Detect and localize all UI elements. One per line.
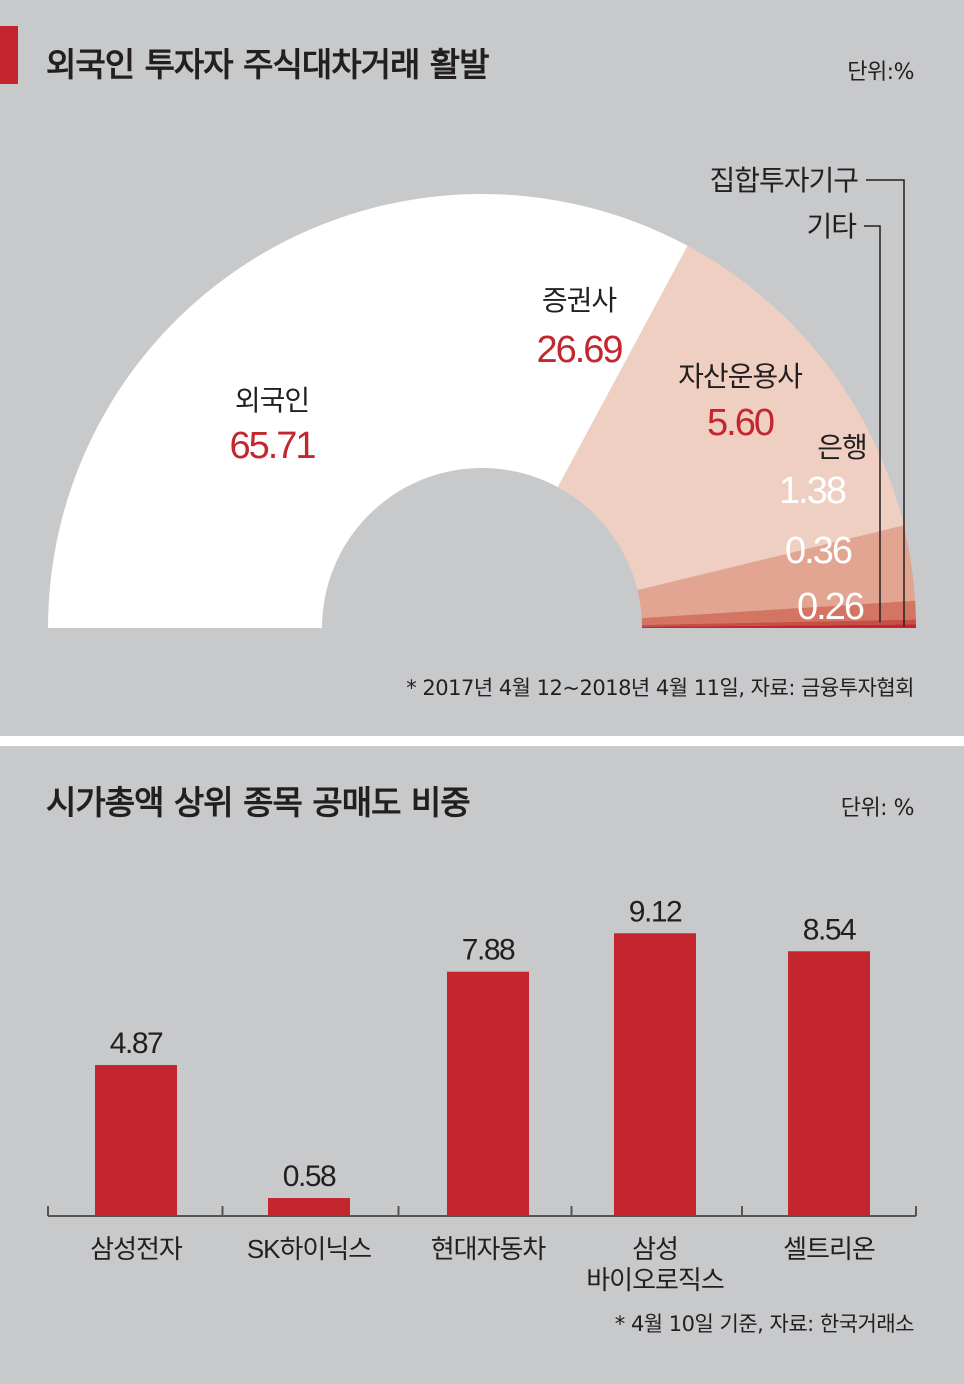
slice-name-label: 외국인: [235, 385, 309, 416]
source-note: * 2017년 4월 12~2018년 4월 11일, 자료: 금융투자협회: [406, 676, 914, 700]
category-label: 바이오로직스: [586, 1265, 724, 1295]
slice-1: [557, 245, 904, 591]
slice-name-label: 자산운용사: [678, 361, 802, 392]
slice-5: [641, 624, 916, 628]
bar: [447, 971, 529, 1216]
category-label: 삼성전자: [90, 1234, 183, 1264]
category-label: 삼성: [632, 1234, 678, 1264]
slice-value-label: 5.60: [707, 402, 774, 444]
slice-name-label: 증권사: [542, 285, 617, 316]
unit-label: 단위:%: [847, 60, 914, 85]
slice-value-label: 0.36: [785, 530, 852, 572]
slice-name-label: 은행: [817, 432, 867, 463]
slice-value-label: 1.38: [779, 470, 846, 512]
share-lending-panel: 외국인 투자자 주식대차거래 활발 단위:% 외국인 65.71 증권사 26.69 자…: [0, 26, 916, 700]
bar-value-label: 7.88: [462, 934, 515, 967]
category-label: SK하이닉스: [247, 1234, 371, 1264]
title-accent-bar: [0, 26, 18, 84]
slice-2: [637, 525, 916, 618]
slice-0: [48, 193, 688, 628]
bar-value-label: 9.12: [629, 895, 682, 928]
bar: [614, 933, 696, 1216]
bar: [268, 1198, 350, 1216]
slice-value-label: 65.71: [229, 425, 315, 467]
bar-value-label: 0.58: [283, 1160, 336, 1193]
slice-name-label: 집합투자기구: [709, 165, 858, 196]
chart-title: 시가총액 상위 종목 공매도 비중: [46, 783, 471, 822]
category-label: 현대자동차: [431, 1234, 547, 1264]
half-donut-chart: 외국인 65.71 증권사 26.69 자산운용사 5.60 은행 1.38 0.36 0.26 기…: [48, 165, 916, 628]
section-divider: [0, 736, 964, 746]
leader-line: [866, 179, 905, 627]
source-note: * 4월 10일 기준, 자료: 한국거래소: [614, 1312, 915, 1336]
bar: [788, 951, 870, 1216]
bar: [95, 1065, 177, 1216]
short-selling-panel: 시가총액 상위 종목 공매도 비중 단위: % 4.87 삼성전자 0.58 SK하이…: [0, 746, 964, 1384]
chart-title: 외국인 투자자 주식대차거래 활발: [46, 45, 490, 84]
slice-name-label: 기타: [806, 211, 856, 242]
slice-value-label: 0.26: [797, 586, 864, 628]
leader-line: [864, 225, 881, 623]
slice-value-label: 26.69: [536, 329, 622, 371]
category-label: 셀트리온: [783, 1234, 875, 1264]
bar-value-label: 8.54: [803, 913, 856, 946]
unit-label: 단위: %: [840, 796, 915, 821]
slice-4: [641, 619, 916, 627]
slice-3: [641, 600, 916, 625]
bar-value-label: 4.87: [110, 1027, 163, 1060]
